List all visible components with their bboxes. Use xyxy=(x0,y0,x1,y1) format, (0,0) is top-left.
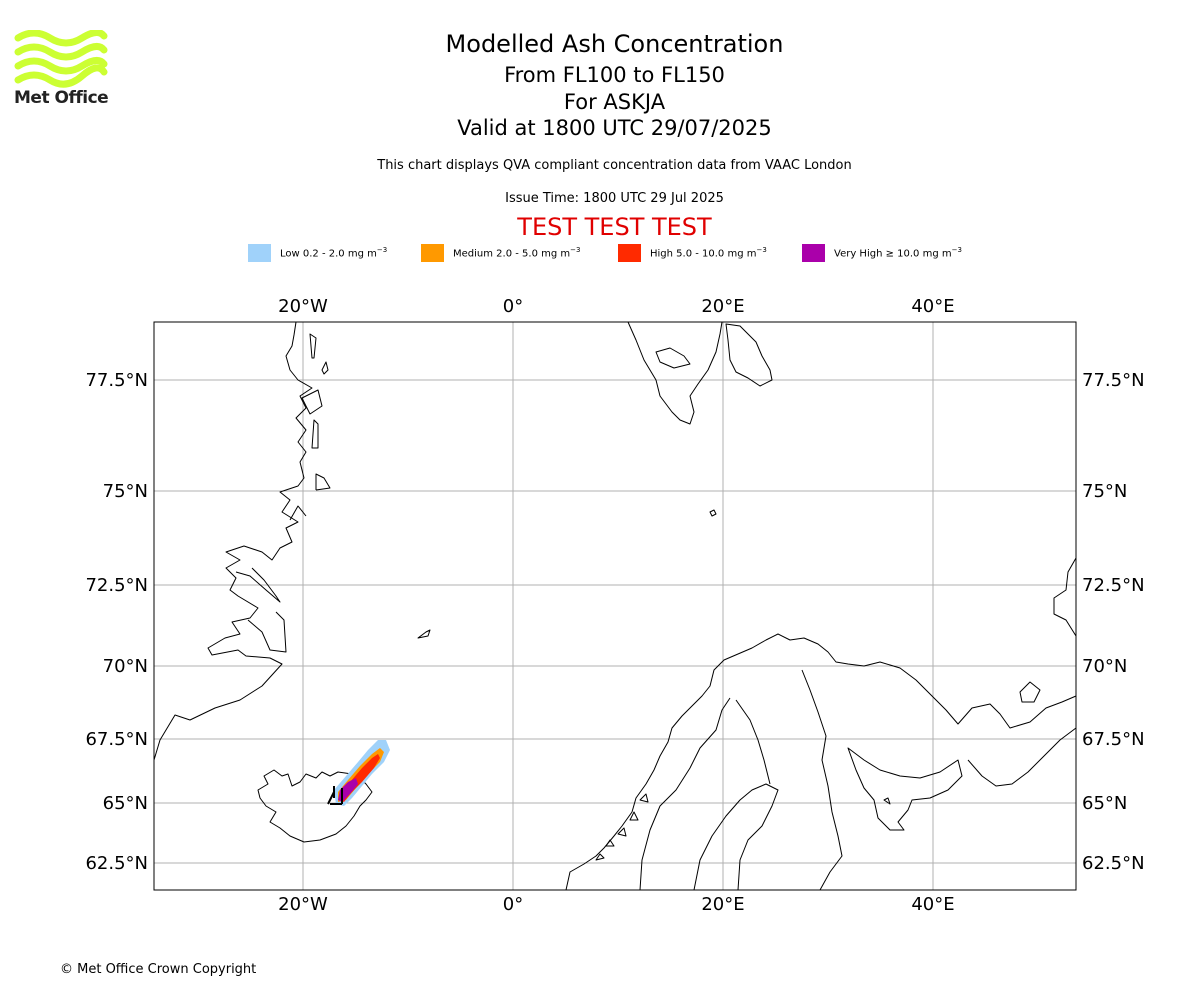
lat-tick-left-75n: 75°N xyxy=(103,481,148,502)
lat-tick-right-67-5n: 67.5°N xyxy=(1082,729,1145,750)
greenland-fjord-1 xyxy=(315,473,331,491)
lat-tick-right-75n: 75°N xyxy=(1082,481,1127,502)
lat-tick-right-65n: 65°N xyxy=(1082,793,1127,814)
lon-tick-bottom-20e: 20°E xyxy=(701,894,744,915)
ash-plume xyxy=(327,740,390,806)
coastlines xyxy=(153,321,1077,891)
kola-coast xyxy=(847,747,963,831)
norway-islands xyxy=(595,793,649,861)
legend-label-low: Low 0.2 - 2.0 mg m xyxy=(280,248,377,260)
iceland-coast xyxy=(257,769,373,843)
valid-time: Valid at 1800 UTC 29/07/2025 xyxy=(457,116,772,140)
novaya-zemlya xyxy=(1053,557,1077,637)
map-frame xyxy=(153,321,1077,891)
lat-tick-left-77-5n: 77.5°N xyxy=(85,370,148,391)
flight-level-range: From FL100 to FL150 xyxy=(504,63,725,87)
gridlines xyxy=(154,322,1076,890)
gulf-of-bothnia xyxy=(693,783,779,891)
svalbard-coast xyxy=(627,321,723,425)
legend-exponent: −3 xyxy=(756,246,767,254)
lat-tick-left-72-5n: 72.5°N xyxy=(85,575,148,596)
lat-tick-right-70n: 70°N xyxy=(1082,656,1127,677)
greenland-inner-1 xyxy=(235,567,281,603)
legend-exponent: −3 xyxy=(570,246,581,254)
lon-tick-top-20w: 20°W xyxy=(278,296,328,317)
met-office-logo: Met Office xyxy=(14,29,110,112)
greenland-coast xyxy=(153,321,313,761)
bornholm-like xyxy=(883,797,891,805)
legend-swatch-low xyxy=(248,244,271,262)
finland-border xyxy=(801,669,843,891)
legend-swatch-medium xyxy=(421,244,444,262)
legend-swatch-very-high xyxy=(802,244,825,262)
test-banner: TEST TEST TEST xyxy=(517,213,712,241)
legend-label-medium: Medium 2.0 - 5.0 mg m xyxy=(453,248,571,260)
greenland-inner-2 xyxy=(247,611,287,653)
copyright-notice: © Met Office Crown Copyright xyxy=(60,962,257,977)
logo-wordmark: Met Office xyxy=(14,88,109,108)
greenland-fjord-2 xyxy=(311,419,319,449)
greenland-inner-3 xyxy=(289,505,307,521)
lon-tick-bottom-40e: 40°E xyxy=(911,894,954,915)
lat-tick-right-72-5n: 72.5°N xyxy=(1082,575,1145,596)
lat-tick-left-70n: 70°N xyxy=(103,656,148,677)
svalbard-inner-1 xyxy=(655,347,691,369)
legend-swatch-high xyxy=(618,244,641,262)
lat-tick-left-62-5n: 62.5°N xyxy=(85,853,148,874)
lat-tick-left-67-5n: 67.5°N xyxy=(85,729,148,750)
kanin-peninsula xyxy=(1019,681,1041,703)
chart-description: This chart displays QVA compliant concen… xyxy=(377,158,852,173)
lon-tick-top-20e: 20°E xyxy=(701,296,744,317)
svalbard-nordaust xyxy=(725,323,773,387)
legend-exponent: −3 xyxy=(376,246,388,254)
lon-tick-bottom-20w: 20°W xyxy=(278,894,328,915)
lat-tick-left-65n: 65°N xyxy=(103,793,148,814)
bear-island-coast xyxy=(709,509,717,517)
norway-coast xyxy=(565,633,1077,891)
volcano-name: For ASKJA xyxy=(563,90,666,114)
legend-label-high: High 5.0 - 10.0 mg m xyxy=(650,248,757,260)
chart-title: Modelled Ash Concentration xyxy=(445,30,784,58)
greenland-fjord-4 xyxy=(321,361,329,375)
legend-label-very-high: Very High ≥ 10.0 mg m xyxy=(834,248,952,260)
greenland-fjord-3 xyxy=(309,333,317,359)
jan-mayen-coast xyxy=(417,629,431,639)
russia-coast xyxy=(967,727,1077,787)
lat-tick-right-77-5n: 77.5°N xyxy=(1082,370,1145,391)
legend-exponent: −3 xyxy=(951,246,962,254)
lat-tick-right-62-5n: 62.5°N xyxy=(1082,853,1145,874)
lon-tick-top-40e: 40°E xyxy=(911,296,954,317)
lon-tick-bottom-0: 0° xyxy=(503,894,523,915)
sweden-coast-inner xyxy=(735,699,771,785)
greenland-inner-4 xyxy=(301,389,323,415)
volcano-marker xyxy=(327,786,343,805)
lon-tick-top-0: 0° xyxy=(503,296,523,317)
issue-time: Issue Time: 1800 UTC 29 Jul 2025 xyxy=(505,191,724,206)
sweden-norway-border xyxy=(639,697,731,891)
met-office-waves-icon xyxy=(14,29,108,88)
